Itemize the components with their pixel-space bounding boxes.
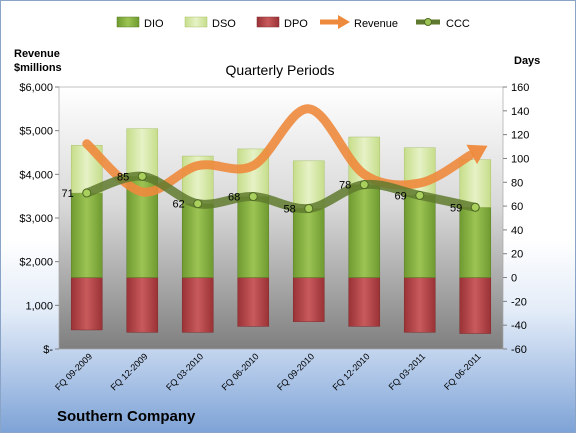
bar-dio xyxy=(70,192,103,278)
bar-dio xyxy=(181,203,214,278)
legend-item-dpo: DPO xyxy=(256,16,308,30)
ccc-point xyxy=(359,180,369,190)
chart-title: Quarterly Periods xyxy=(226,62,335,78)
bar-dpo xyxy=(181,277,214,333)
ccc-data-label: 62 xyxy=(173,199,185,211)
left-axis-tick-label: $2,000 xyxy=(19,257,53,269)
legend-label-dpo: DPO xyxy=(284,18,308,30)
x-axis-tick-label: FQ 09-2009 xyxy=(53,351,94,392)
ccc-data-label: 58 xyxy=(284,203,296,215)
bar-stacks xyxy=(70,128,492,334)
right-axis-tick-label: 0 xyxy=(511,273,517,285)
ccc-point xyxy=(82,188,92,198)
bar-dio xyxy=(403,195,436,278)
bar-dpo xyxy=(70,277,103,331)
x-axis: FQ 09-2009 FQ 12-2009 FQ 03-2010 FQ 06-2010… xyxy=(53,351,483,392)
ccc-data-label: 59 xyxy=(450,202,462,214)
left-axis-tick-label: 1,000 xyxy=(25,300,53,312)
legend: DIO DSO DPO Revenue CCC xyxy=(116,15,470,30)
bar-dpo xyxy=(348,277,381,327)
x-axis-tick-label: FQ 09-2010 xyxy=(275,351,316,392)
ccc-data-label: 69 xyxy=(395,190,407,202)
ccc-point xyxy=(415,190,425,200)
left-axis-tick-label: $3,000 xyxy=(19,213,53,225)
ccc-point xyxy=(304,203,314,213)
bar-dpo xyxy=(237,277,270,327)
revenue-arrowhead xyxy=(466,144,488,165)
left-axis-tick-label: $6,000 xyxy=(19,82,53,94)
right-axis-tick-label: 140 xyxy=(511,106,529,118)
left-axis-tick-label: $- xyxy=(43,344,53,356)
x-axis-tick-label: FQ 03-2011 xyxy=(387,351,428,392)
x-axis-tick-label: FQ 12-2009 xyxy=(109,351,150,392)
ccc-data-label: 71 xyxy=(62,188,74,200)
left-axis: $- 1,000 $2,000 $3,000 $4,000 $5,000 $6,000 xyxy=(19,82,59,356)
left-axis-label-line1: Revenue xyxy=(14,48,60,60)
right-axis-tick-label: 60 xyxy=(511,201,523,213)
ccc-point xyxy=(248,192,258,202)
right-axis-tick-label: 20 xyxy=(511,249,523,261)
ccc-data-label: 85 xyxy=(117,171,129,183)
left-axis-tick-label: $5,000 xyxy=(19,126,53,138)
right-axis-tick-label: 100 xyxy=(511,153,529,165)
bar-dio xyxy=(292,208,325,278)
x-axis-tick-label: FQ 12-2010 xyxy=(331,351,372,392)
bar-dpo xyxy=(459,277,492,334)
bar-dio xyxy=(459,207,492,278)
ccc-data-label: 78 xyxy=(339,180,351,192)
legend-item-dio: DIO xyxy=(116,16,164,30)
legend-item-ccc: CCC xyxy=(416,18,470,30)
ccc-series: 71 85 62 68 58 78 69 59 xyxy=(62,171,480,215)
ccc-point xyxy=(193,199,203,209)
right-axis-tick-label: -60 xyxy=(511,344,527,356)
ccc-point xyxy=(470,202,480,212)
bar-dpo xyxy=(292,277,325,322)
legend-item-dso: DSO xyxy=(184,16,236,30)
bar-dio xyxy=(348,184,381,278)
ccc-point xyxy=(137,171,147,181)
legend-item-revenue: Revenue xyxy=(320,15,398,30)
bar-dso xyxy=(126,128,159,177)
bar-dso xyxy=(459,159,492,208)
legend-label-ccc: CCC xyxy=(446,18,470,30)
right-axis-tick-label: -40 xyxy=(511,320,527,332)
bar-dso xyxy=(292,160,325,209)
ccc-line xyxy=(82,171,480,214)
legend-label-revenue: Revenue xyxy=(354,18,398,30)
revenue-line xyxy=(82,104,475,197)
right-axis-label: Days xyxy=(514,55,540,67)
right-axis-tick-label: -20 xyxy=(511,296,527,308)
legend-label-dio: DIO xyxy=(144,18,164,30)
x-axis-tick-label: FQ 06-2010 xyxy=(220,351,261,392)
bar-dio xyxy=(237,196,270,278)
company-name: Southern Company xyxy=(57,408,196,425)
right-axis-tick-label: 80 xyxy=(511,177,523,189)
revenue-series xyxy=(82,104,488,197)
bar-dpo xyxy=(403,277,436,333)
left-axis-tick-label: $4,000 xyxy=(19,169,53,181)
right-axis-tick-label: 40 xyxy=(511,225,523,237)
right-axis-tick-label: 120 xyxy=(511,130,529,142)
right-axis: -60 -40 -20 0 20 40 60 80 100 120 140 160 xyxy=(503,82,529,356)
x-axis-tick-label: FQ 06-2011 xyxy=(442,351,483,392)
ccc-data-label: 68 xyxy=(228,192,240,204)
bar-dpo xyxy=(126,277,159,333)
legend-label-dso: DSO xyxy=(212,18,236,30)
x-axis-tick-label: FQ 03-2010 xyxy=(164,351,205,392)
right-axis-tick-label: 160 xyxy=(511,82,529,94)
left-axis-label-line2: $millions xyxy=(14,62,62,74)
